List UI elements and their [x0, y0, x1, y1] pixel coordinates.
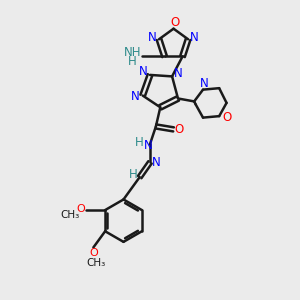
Text: N: N: [144, 139, 153, 152]
Text: H: H: [128, 55, 136, 68]
Text: N: N: [152, 157, 160, 169]
Text: N: N: [174, 67, 183, 80]
Text: CH₃: CH₃: [87, 258, 106, 268]
Text: O: O: [175, 123, 184, 136]
Text: N: N: [139, 65, 148, 79]
Text: H: H: [135, 136, 144, 149]
Text: O: O: [89, 248, 98, 258]
Text: N: N: [148, 31, 157, 44]
Text: H: H: [129, 168, 138, 181]
Text: N: N: [200, 77, 209, 90]
Text: O: O: [222, 111, 231, 124]
Text: O: O: [170, 16, 180, 29]
Text: NH: NH: [123, 46, 141, 59]
Text: O: O: [76, 204, 85, 214]
Text: CH₃: CH₃: [60, 210, 80, 220]
Text: N: N: [190, 31, 199, 44]
Text: N: N: [131, 91, 140, 103]
